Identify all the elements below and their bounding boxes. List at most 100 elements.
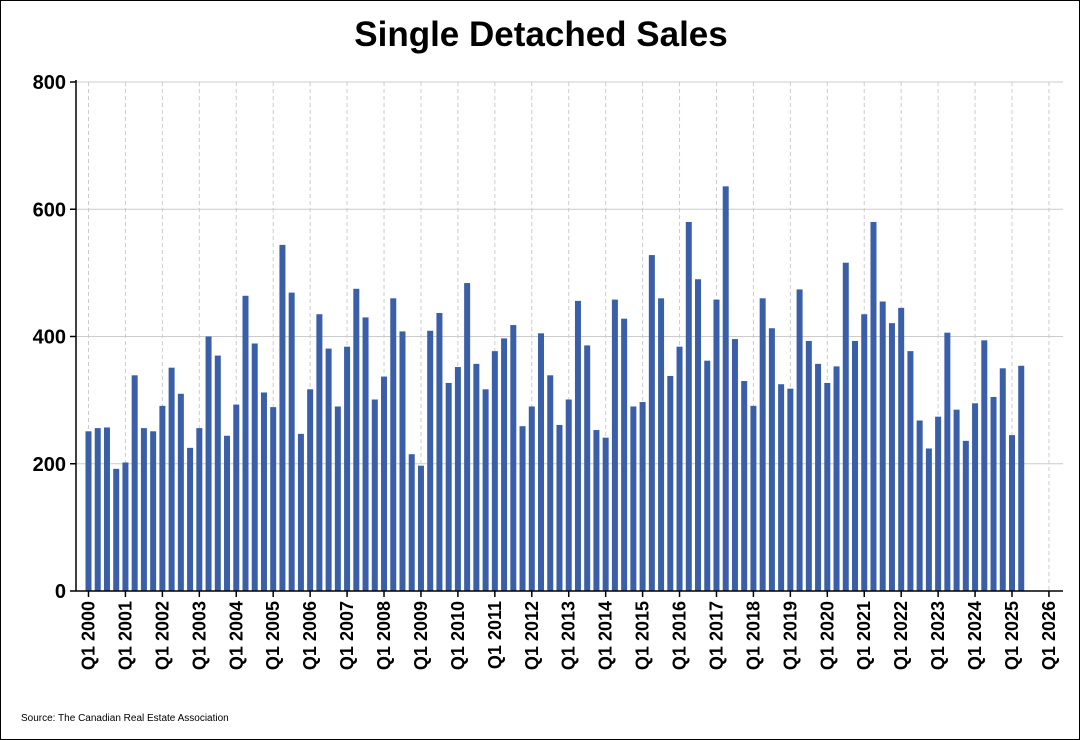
x-tick-label: Q1 2007 [337,601,357,670]
bar [390,298,397,591]
bar [611,299,618,591]
bar [501,338,508,591]
bar [796,289,803,591]
x-tick-label: Q1 2005 [263,601,283,670]
bar [704,360,711,591]
x-tick-label: Q1 2016 [670,601,690,670]
bar [630,406,637,591]
bar [113,468,120,591]
bar [399,331,406,591]
bar [925,448,932,591]
x-tick-label: Q1 2014 [596,601,616,670]
bar [722,186,729,591]
bar [454,367,461,591]
bar [94,428,101,591]
x-tick-label: Q1 2008 [374,601,394,670]
x-tick-label: Q1 2012 [522,601,542,670]
bar [565,399,572,591]
bar [676,346,683,591]
bar [547,375,554,591]
source-note: Source: The Canadian Real Estate Associa… [21,713,229,724]
axes: 0 200 400 600 800 Q1 2000 Q1 2001 Q1 2002 Q1 200… [33,72,1063,670]
bar [861,314,868,591]
bar [519,426,526,591]
bar [639,402,646,591]
bar [510,325,517,591]
bar [852,340,859,591]
bar [362,317,369,591]
x-tick-label: Q1 2017 [706,601,726,670]
bar [538,333,545,591]
y-tick-label: 0 [55,581,66,603]
bar [648,255,655,591]
bar [131,375,138,591]
bar [584,345,591,591]
bar [205,336,212,591]
bar [464,283,471,591]
bar [270,407,277,591]
bar [196,428,203,591]
y-tick-label: 600 [33,199,66,221]
bar [556,424,563,591]
bar [344,346,351,591]
bar [999,368,1006,591]
bar [491,351,498,591]
bar [695,279,702,591]
x-tick-label: Q1 2025 [1002,601,1022,670]
chart-title: Single Detached Sales [354,15,728,54]
bar [279,244,286,591]
x-tick-label: Q1 2002 [152,601,172,670]
bar [916,420,923,591]
bar [842,262,849,591]
bar [436,312,443,591]
bar [990,396,997,591]
bar-series [85,186,1025,591]
bar [778,384,785,591]
bar [658,298,665,591]
bar [888,323,895,591]
bar [242,295,249,591]
bar [417,465,424,591]
bar [935,416,942,591]
bar [759,298,766,591]
bar [574,300,581,591]
bar [805,340,812,591]
bar [667,375,674,591]
x-tick-label: Q1 2001 [115,601,135,670]
x-tick-label: Q1 2021 [854,601,874,670]
x-tick-label: Q1 2023 [928,601,948,670]
bar [593,430,600,591]
bar [962,440,969,591]
bar [768,328,775,591]
bar [150,431,157,591]
x-tick-label: Q1 2015 [633,601,653,670]
gridlines [76,81,1063,591]
x-tick-label: Q1 2024 [965,601,985,670]
x-tick-label: Q1 2022 [891,601,911,670]
bar [833,366,840,591]
x-tick-label: Q1 2009 [411,601,431,670]
bar [408,454,415,591]
bar [944,332,951,591]
bar [140,428,147,591]
y-tick-label: 800 [33,72,66,94]
x-tick-label: Q1 2011 [485,601,505,669]
bar [870,221,877,591]
bar [1018,365,1025,591]
bar [316,314,323,591]
bar [528,406,535,591]
bar [214,355,221,591]
bar [953,409,960,591]
bar [334,406,341,591]
bar [224,435,231,591]
bar [85,431,92,591]
bar [824,382,831,591]
bar [1009,435,1015,591]
bar [907,351,914,591]
y-tick-label: 200 [33,454,66,476]
bar [981,340,988,591]
x-tick-label: Q1 2010 [448,601,468,670]
bar [445,382,452,591]
bar [307,389,314,591]
